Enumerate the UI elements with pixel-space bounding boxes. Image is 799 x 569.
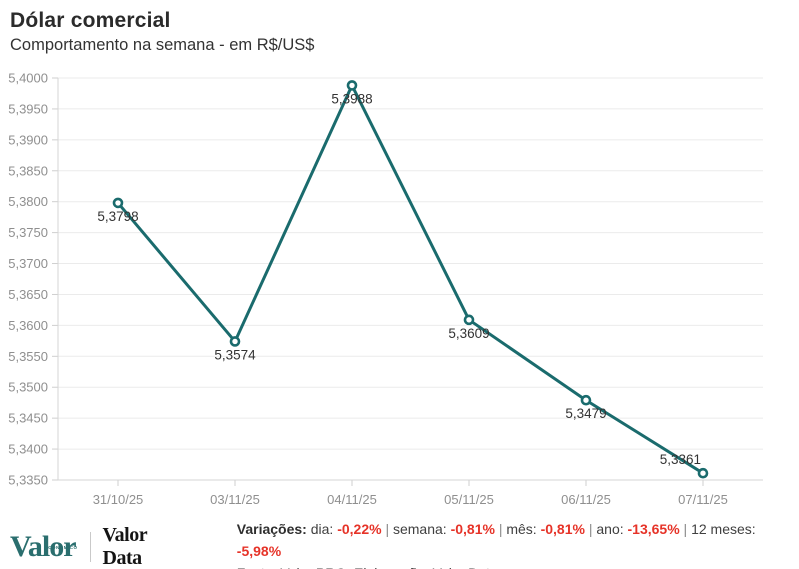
x-tick-label: 06/11/25 — [561, 492, 611, 507]
valor-logo: Valor ECONÔMICO Valor Data — [10, 524, 189, 569]
variation-value: -0,81% — [540, 521, 585, 537]
variation-separator: | — [679, 521, 688, 537]
source-prefix: Fonte: Valor PRO. Elaboração: — [237, 565, 433, 569]
data-point-marker — [463, 314, 475, 326]
variation-name: 12 meses: — [687, 521, 756, 537]
page-title: Dólar comercial — [10, 9, 171, 32]
y-tick-label: 5,3750 — [8, 225, 48, 240]
valor-logo-text: Valor — [10, 530, 77, 563]
y-tick-label: 5,3650 — [8, 287, 48, 302]
y-tick-label: 5,3850 — [8, 163, 48, 178]
variation-value: -0,22% — [337, 521, 382, 537]
x-tick-label: 03/11/25 — [210, 492, 260, 507]
data-point-label: 5,3479 — [565, 406, 606, 421]
data-point-marker — [580, 394, 592, 406]
y-tick-label: 5,3500 — [8, 380, 48, 395]
valor-data-wordmark: Valor Data — [102, 524, 148, 569]
data-point-label: 5,3574 — [214, 347, 256, 362]
y-tick-label: 5,3800 — [8, 194, 48, 209]
variation-name: semana: — [389, 521, 451, 537]
x-tick-label: 31/10/25 — [93, 492, 144, 507]
chart-header: Dólar comercial Comportamento na semana … — [10, 8, 314, 57]
data-point-marker — [346, 80, 358, 91]
x-tick-label: 05/11/25 — [444, 492, 494, 507]
variation-separator: | — [584, 521, 593, 537]
variation-name: dia: — [306, 521, 338, 537]
footer: Valor ECONÔMICO Valor Data Variações: di… — [10, 518, 799, 569]
valor-data-link[interactable]: Valor Data — [433, 565, 498, 569]
variation-separator: | — [381, 521, 390, 537]
variations-line: Variações: dia: -0,22% | semana: -0,81% … — [237, 518, 799, 562]
y-tick-label: 5,4000 — [8, 71, 48, 86]
y-tick-label: 5,3350 — [8, 473, 48, 488]
variation-separator: | — [494, 521, 503, 537]
chart-subtitle: Comportamento na semana - em R$/US$ — [10, 36, 315, 54]
y-tick-label: 5,3450 — [8, 411, 48, 426]
valor-wordmark-icon: Valor ECONÔMICO — [10, 532, 80, 562]
y-tick-label: 5,3950 — [8, 101, 48, 116]
data-point-label: 5,3988 — [331, 91, 372, 106]
variation-name: mês: — [502, 521, 541, 537]
data-point-label: 5,3361 — [660, 452, 701, 467]
variation-value: -0,81% — [450, 521, 495, 537]
y-tick-label: 5,3550 — [8, 349, 48, 364]
line-chart: 5,3350 5,3400 5,3450 5,3500 5,3550 5,3600 5,36… — [0, 60, 799, 515]
data-point-label: 5,3798 — [97, 209, 138, 224]
y-tick-label: 5,3900 — [8, 132, 48, 147]
source-line: Fonte: Valor PRO. Elaboração: Valor Data — [237, 562, 799, 569]
variations-label: Variações: — [236, 521, 307, 537]
x-tick-label: 04/11/25 — [327, 492, 377, 507]
data-point-marker — [112, 197, 124, 209]
line-chart-svg: 5,3350 5,3400 5,3450 5,3500 5,3550 5,3600 5,36… — [8, 71, 763, 507]
y-tick-label: 5,3400 — [8, 442, 48, 457]
y-tick-label: 5,3700 — [8, 256, 48, 271]
data-point-marker — [229, 336, 241, 347]
x-tick-label: 07/11/25 — [678, 492, 728, 507]
data-point-marker — [697, 467, 709, 479]
data-line — [116, 83, 705, 475]
variation-name: ano: — [592, 521, 628, 537]
valor-economico-small-text: ECONÔMICO — [44, 545, 78, 550]
footer-text: Variações: dia: -0,22% | semana: -0,81% … — [237, 518, 799, 569]
y-tick-label: 5,3600 — [8, 318, 48, 333]
variation-value: -13,65% — [627, 521, 680, 537]
variation-value: -5,98% — [236, 543, 282, 559]
logo-divider — [89, 532, 91, 562]
data-point-label: 5,3609 — [448, 326, 489, 341]
